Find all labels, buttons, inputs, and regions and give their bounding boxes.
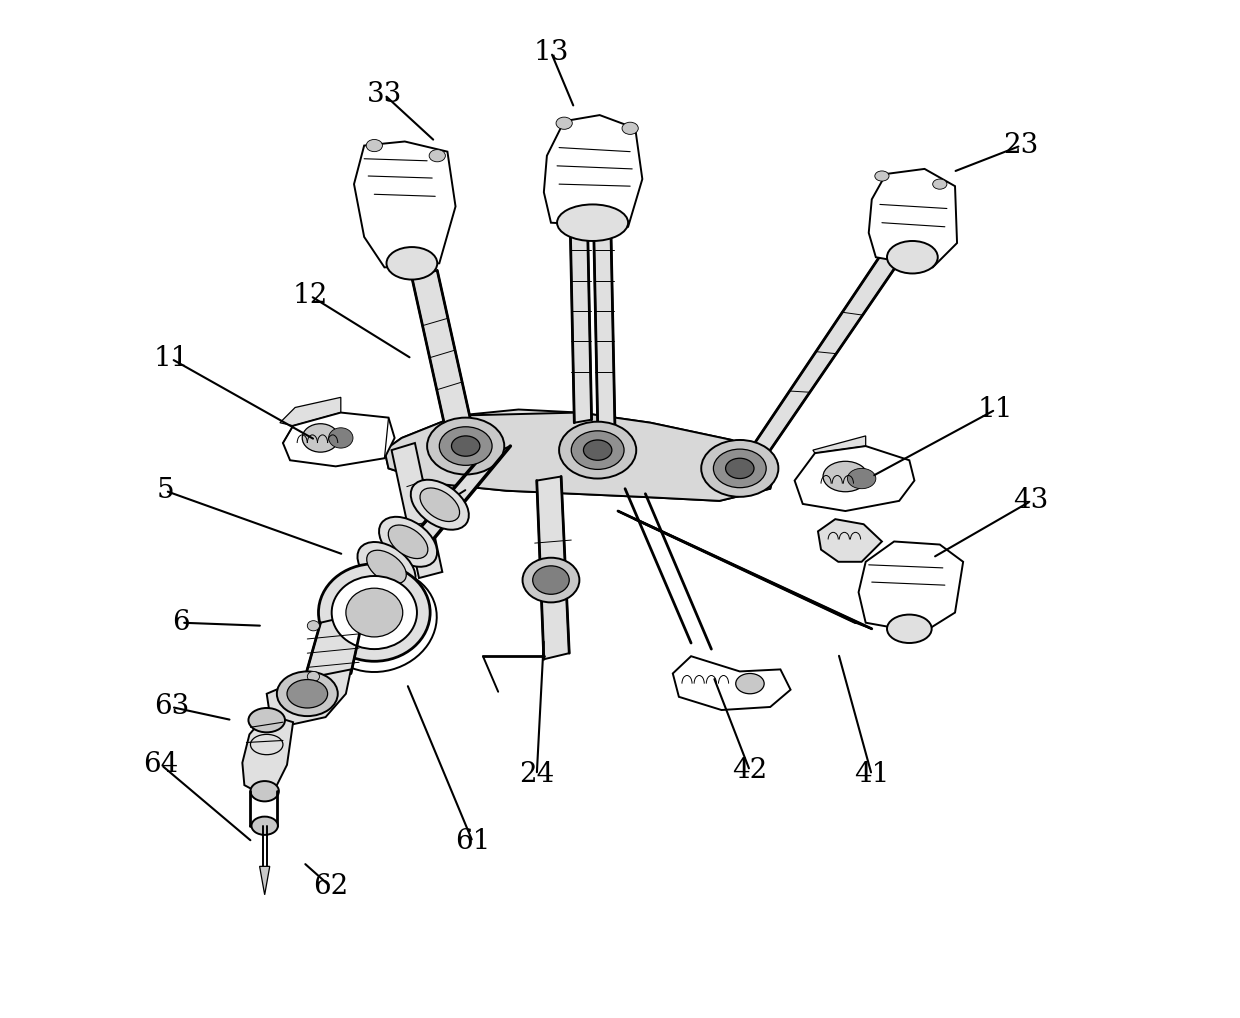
Ellipse shape <box>557 205 629 241</box>
Ellipse shape <box>427 417 505 474</box>
Polygon shape <box>813 436 866 453</box>
Polygon shape <box>618 511 872 629</box>
Text: 5: 5 <box>156 477 174 504</box>
Ellipse shape <box>887 615 931 643</box>
Polygon shape <box>544 115 642 227</box>
Ellipse shape <box>410 479 469 529</box>
Polygon shape <box>537 476 569 660</box>
Polygon shape <box>259 866 270 895</box>
Polygon shape <box>412 271 472 438</box>
Polygon shape <box>283 412 394 466</box>
Ellipse shape <box>286 680 327 708</box>
Ellipse shape <box>735 674 764 694</box>
Polygon shape <box>858 542 963 633</box>
Ellipse shape <box>533 566 569 595</box>
Polygon shape <box>750 253 903 450</box>
Text: 24: 24 <box>520 761 554 789</box>
Ellipse shape <box>439 427 492 465</box>
Text: 11: 11 <box>154 345 188 373</box>
Text: 41: 41 <box>854 761 889 789</box>
Text: 12: 12 <box>293 282 329 309</box>
Text: 42: 42 <box>733 757 768 785</box>
Ellipse shape <box>379 517 438 567</box>
Polygon shape <box>242 714 293 793</box>
Polygon shape <box>392 443 443 578</box>
Ellipse shape <box>622 122 639 134</box>
Ellipse shape <box>387 247 438 280</box>
Ellipse shape <box>250 734 283 754</box>
Ellipse shape <box>277 672 337 716</box>
Ellipse shape <box>319 564 430 662</box>
Text: 33: 33 <box>367 81 402 108</box>
Ellipse shape <box>823 461 868 492</box>
Text: 62: 62 <box>312 873 348 900</box>
Ellipse shape <box>559 421 636 478</box>
Ellipse shape <box>308 621 320 631</box>
Text: 23: 23 <box>1003 132 1039 159</box>
Ellipse shape <box>250 781 279 801</box>
Text: 64: 64 <box>144 751 179 779</box>
Polygon shape <box>795 446 914 511</box>
Text: 61: 61 <box>455 829 491 855</box>
Polygon shape <box>673 657 791 710</box>
Polygon shape <box>594 225 615 426</box>
Ellipse shape <box>584 440 611 460</box>
Polygon shape <box>351 446 511 609</box>
Polygon shape <box>818 519 882 562</box>
Ellipse shape <box>252 816 278 835</box>
Ellipse shape <box>388 525 428 559</box>
Text: 63: 63 <box>154 693 188 721</box>
Ellipse shape <box>725 458 754 478</box>
Text: 13: 13 <box>533 39 569 65</box>
Ellipse shape <box>572 431 624 469</box>
Ellipse shape <box>713 449 766 488</box>
Polygon shape <box>280 397 341 426</box>
Ellipse shape <box>932 179 947 189</box>
Text: 6: 6 <box>172 609 190 636</box>
Ellipse shape <box>346 588 403 637</box>
Ellipse shape <box>429 150 445 162</box>
Ellipse shape <box>303 423 339 452</box>
Ellipse shape <box>847 468 875 489</box>
Ellipse shape <box>367 550 407 583</box>
Ellipse shape <box>248 708 285 732</box>
Text: 43: 43 <box>1013 488 1049 514</box>
Polygon shape <box>869 169 957 268</box>
Ellipse shape <box>366 139 382 152</box>
Ellipse shape <box>331 576 417 649</box>
Ellipse shape <box>308 672 320 682</box>
Polygon shape <box>384 412 777 501</box>
Polygon shape <box>353 142 455 268</box>
Ellipse shape <box>329 428 353 448</box>
Ellipse shape <box>701 440 779 497</box>
Polygon shape <box>570 223 591 422</box>
Ellipse shape <box>556 117 573 129</box>
Ellipse shape <box>887 241 937 274</box>
Polygon shape <box>267 670 351 724</box>
Ellipse shape <box>451 436 480 456</box>
Polygon shape <box>384 409 777 501</box>
Polygon shape <box>304 613 365 684</box>
Ellipse shape <box>875 171 889 181</box>
Text: 11: 11 <box>978 396 1013 423</box>
Ellipse shape <box>420 488 460 521</box>
Ellipse shape <box>522 558 579 603</box>
Ellipse shape <box>357 542 415 591</box>
